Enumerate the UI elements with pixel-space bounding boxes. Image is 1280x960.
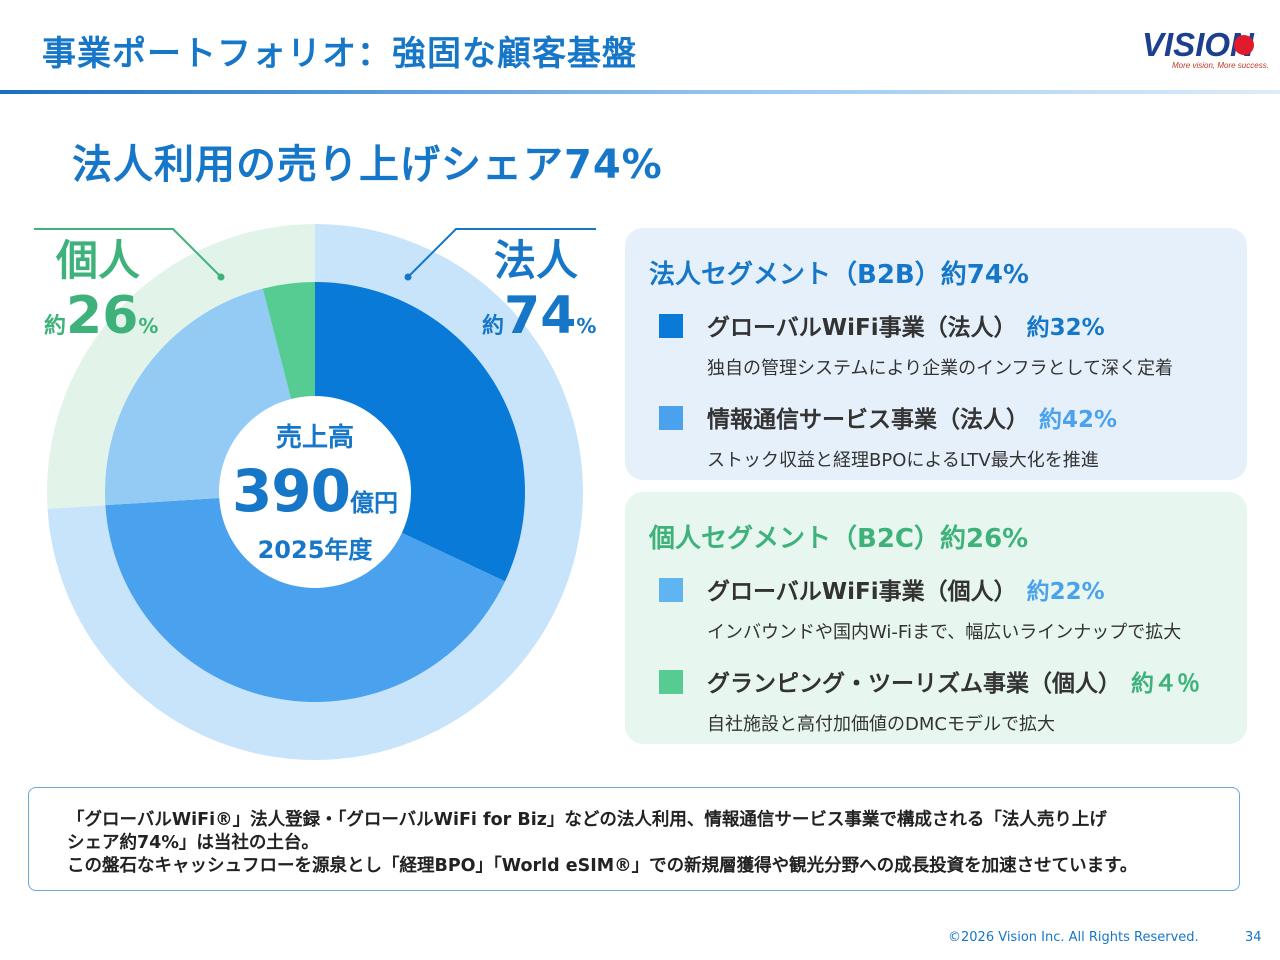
- b2c-segment-title: 個人セグメント（B2C）約26%: [649, 524, 1029, 554]
- legend-swatch: [659, 406, 683, 430]
- corp-leader-line: [407, 228, 596, 278]
- page-number: 34: [1245, 930, 1262, 945]
- inner-slice-2: [105, 492, 506, 702]
- inner-ring: [105, 282, 525, 702]
- item-description: 自社施設と高付加価値のDMCモデルで拡大: [707, 714, 1055, 735]
- item-pct: 約42%: [1039, 407, 1118, 433]
- item-description: 独自の管理システムにより企業のインフラとして深く定着: [707, 358, 1174, 379]
- item-description: インバウンドや国内Wi-Fiまで、幅広いラインナップで拡大: [707, 622, 1182, 643]
- note-line-2: シェア約74%」は当社の土台。: [67, 833, 319, 853]
- corp-leader-dot: [404, 273, 412, 281]
- vision-logo: VISION More vision, More success.: [1140, 26, 1269, 72]
- note-line-1: 「グローバルWiFi®」法人登録・「グローバルWiFi for Biz」などの法…: [67, 810, 1107, 830]
- legend-swatch: [659, 314, 683, 338]
- chart-center-hole: [219, 396, 411, 588]
- item-name: グローバルWiFi事業（法人）: [707, 315, 1017, 341]
- svg-text:More vision, More success.: More vision, More success.: [1172, 61, 1268, 70]
- copyright: ©2026 Vision Inc. All Rights Reserved.: [948, 930, 1199, 945]
- legend-swatch: [659, 578, 683, 602]
- note-line-3: この盤石なキャッシュフローを源泉とし「経理BPO」「World eSIM®」での…: [67, 856, 1138, 876]
- item-description: ストック収益と経理BPOによるLTV最大化を推進: [707, 450, 1099, 471]
- headline: 法人利用の売り上げシェア74%: [72, 142, 663, 188]
- corp-label-name: 法人: [494, 236, 579, 285]
- indiv-leader-dot: [217, 273, 225, 281]
- b2c-segment-panel: 個人セグメント（B2C）約26% グローバルWiFi事業（個人） 約22% インバ…: [625, 492, 1247, 744]
- summary-note: 「グローバルWiFi®」法人登録・「グローバルWiFi for Biz」などの法…: [28, 787, 1240, 891]
- item-name: グランピング・ツーリズム事業（個人）: [707, 671, 1121, 697]
- center-year: 2025年度: [257, 536, 373, 564]
- b2b-segment-title: 法人セグメント（B2B）約74%: [649, 260, 1029, 290]
- title-divider: [0, 90, 1280, 94]
- item-pct: 約４％: [1131, 671, 1200, 697]
- center-label: 売上高: [275, 423, 354, 453]
- b2b-segment-panel: 法人セグメント（B2B）約74% グローバルWiFi事業（法人） 約32% 独自の…: [625, 228, 1247, 480]
- item-pct: 約22%: [1026, 579, 1105, 605]
- indiv-label-name: 個人: [56, 236, 141, 285]
- indiv-leader-line: [34, 228, 222, 278]
- page-title: 事業ポートフォリオ：強固な顧客基盤: [42, 34, 637, 74]
- legend-swatch: [659, 670, 683, 694]
- item-name: 情報通信サービス事業（法人）: [707, 407, 1029, 433]
- indiv-label-value: 約26%: [44, 286, 159, 346]
- item-pct: 約32%: [1026, 315, 1105, 341]
- corp-label-value: 約74%: [482, 286, 597, 346]
- center-value: 390億円: [231, 457, 399, 525]
- item-name: グローバルWiFi事業（個人）: [707, 579, 1017, 605]
